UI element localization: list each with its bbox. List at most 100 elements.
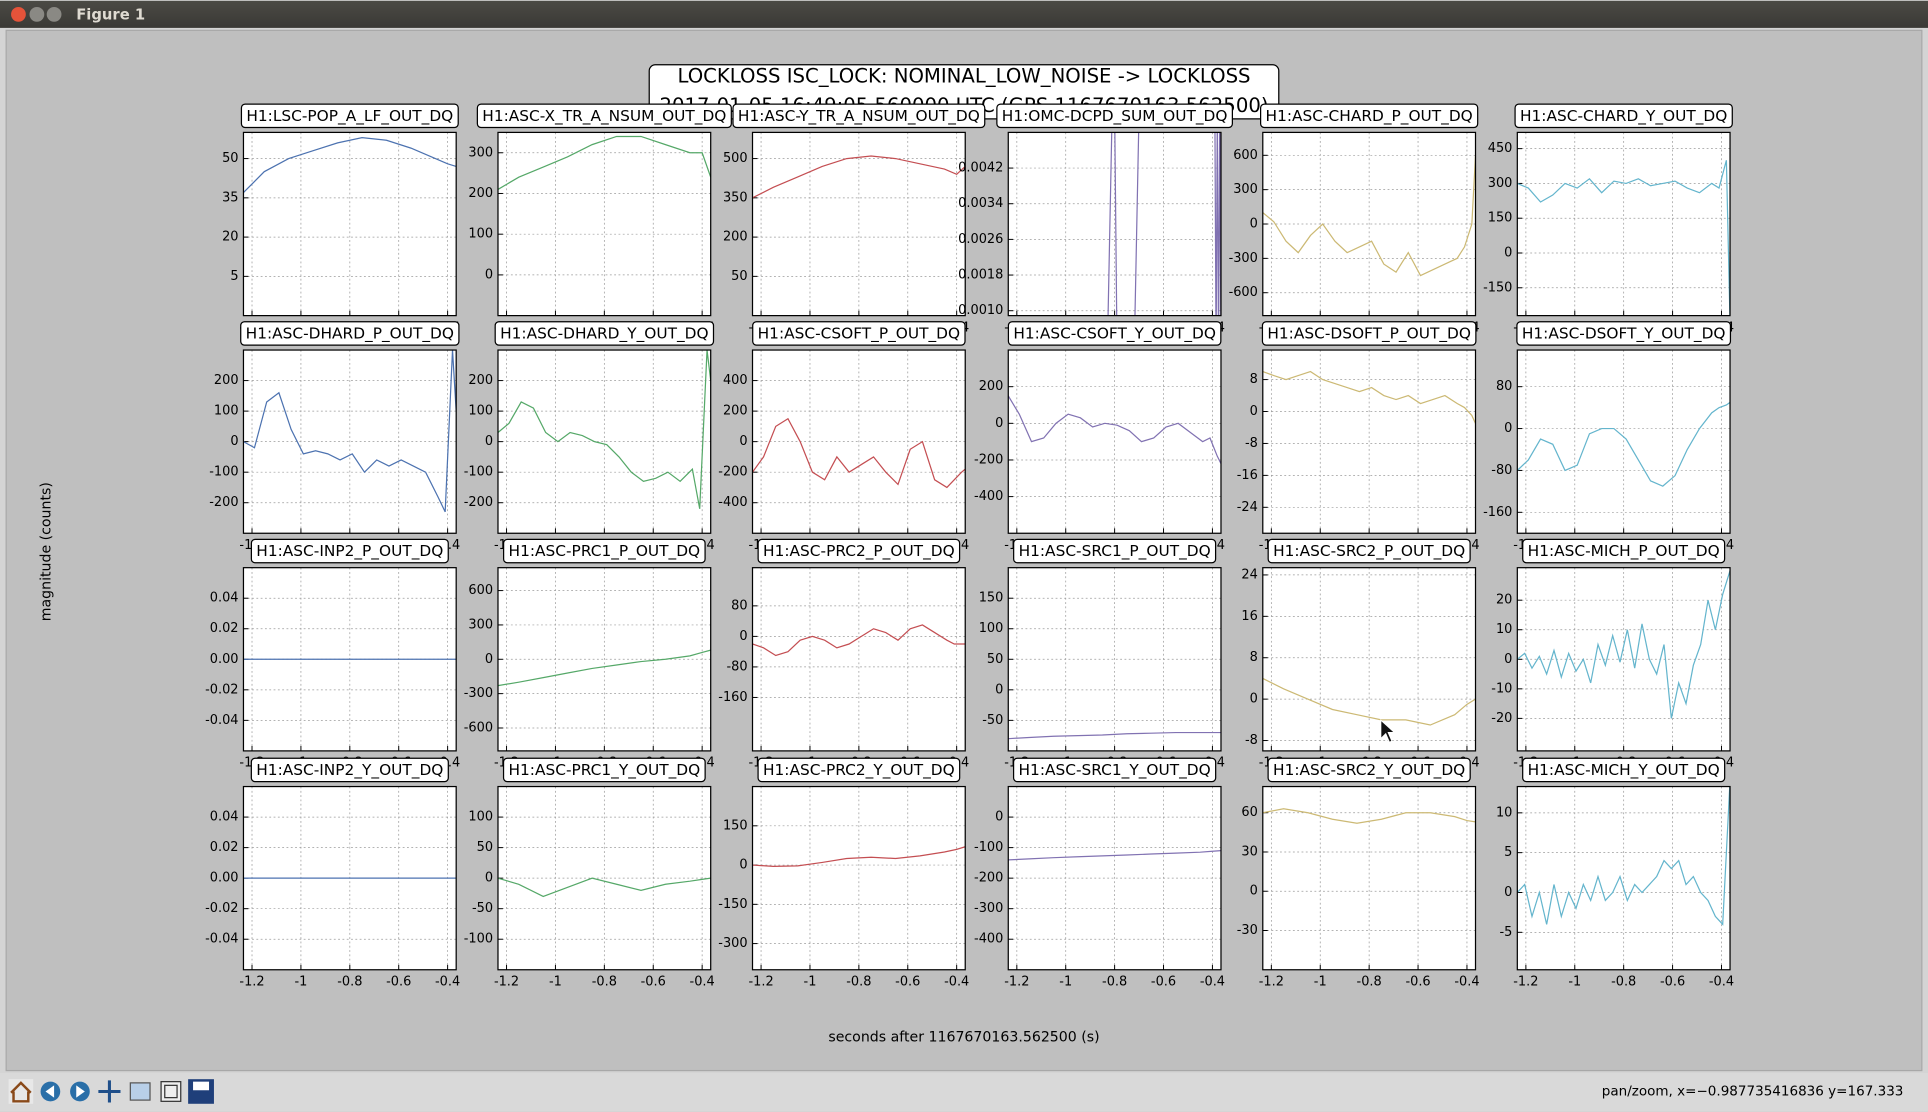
subplot: 5203550-1.2-1-0.8-0.6-0.4H1:LSC-POP_A_LF… [222, 103, 460, 335]
subplot-title-box [1260, 103, 1479, 129]
y-tick-label: 0 [739, 434, 747, 449]
data-line [1008, 731, 1221, 740]
y-tick-label: 0.04 [210, 591, 239, 606]
subplot-title: H1:ASC-SRC1_Y_OUT_DQ [1019, 761, 1211, 780]
y-tick-label: 200 [979, 379, 1004, 394]
data-line [1262, 370, 1476, 424]
axes-frame [1007, 349, 1222, 534]
x-tick-label: -0.8 [846, 975, 871, 990]
subplot: -8081624-1.2-1-0.8-0.6-0.4H1:ASC-SRC2_P_… [1241, 538, 1480, 771]
subplot-title: H1:ASC-SRC2_P_OUT_DQ [1273, 542, 1465, 561]
subplot-title-box [1013, 538, 1217, 564]
subplot-title-box [1012, 757, 1217, 783]
axes-frame [1516, 567, 1731, 752]
y-tick-label: 16 [1241, 609, 1257, 624]
subplot-title-box [502, 538, 706, 564]
y-tick-label: -160 [718, 690, 747, 705]
subplot-title: H1:ASC-CSOFT_Y_OUT_DQ [1013, 325, 1216, 344]
subplot-title: H1:ASC-DSOFT_Y_OUT_DQ [1522, 325, 1726, 344]
subplot-title-box [494, 321, 715, 346]
title-bar [0, 0, 1928, 28]
x-tick-label: -0.4 [1709, 975, 1734, 990]
y-tick-label: 200 [468, 373, 493, 388]
y-tick-label: 0 [1504, 885, 1512, 900]
x-tick-label: -1.2 [494, 975, 519, 990]
subplot: -600-3000300600-1.2-1-0.8-0.6-0.4H1:ASC-… [464, 538, 715, 771]
data-line [497, 350, 711, 509]
y-tick-label: -150 [718, 897, 747, 912]
y-tick-label: -80 [726, 659, 747, 674]
data-line [243, 137, 457, 194]
x-tick-label: -1 [294, 975, 307, 990]
zoom-button[interactable] [129, 1082, 151, 1101]
y-tick-label: 0.00 [210, 652, 239, 667]
axes-frame [1516, 785, 1731, 971]
minimize-button[interactable] [29, 6, 45, 22]
y-tick-label: -200 [464, 495, 493, 510]
subplot-title-box [732, 103, 986, 129]
y-tick-label: 0.04 [210, 810, 239, 825]
axes-frame [751, 131, 966, 317]
subplot-title: H1:ASC-CHARD_P_OUT_DQ [1266, 107, 1473, 126]
y-tick-label: 450 [1488, 141, 1513, 156]
x-tick-label: -0.4 [1454, 975, 1479, 990]
x-tick-label: -0.6 [1405, 975, 1430, 990]
axes-frame [1262, 785, 1477, 971]
subplot-title-box [250, 757, 449, 783]
subplot-title: H1:ASC-MICH_Y_OUT_DQ [1528, 761, 1720, 780]
y-tick-label: -600 [1229, 285, 1258, 300]
subplot: -400-2000200400-1.2-1-0.8-0.6-0.4H1:ASC-… [718, 321, 969, 553]
subplot-title: H1:ASC-CHARD_Y_OUT_DQ [1520, 107, 1727, 126]
subplot-title: H1:OMC-DCPD_SUM_OUT_DQ [1002, 107, 1228, 126]
x-tick-label: -0.6 [386, 975, 411, 990]
subplot: -200-1000100200-1.2-1-0.8-0.6-0.4H1:ASC-… [464, 321, 715, 553]
y-tick-label: -8 [1245, 733, 1258, 748]
close-button[interactable] [11, 6, 26, 22]
y-tick-label: 8 [1250, 650, 1258, 665]
y-tick-label: 300 [1488, 176, 1513, 191]
y-tick-label: -200 [974, 452, 1003, 467]
axes-frame [497, 567, 712, 752]
x-tick-label: -0.6 [895, 975, 920, 990]
y-tick-label: 10 [1496, 805, 1512, 820]
y-tick-label: 0 [1250, 692, 1258, 707]
subplot-title-box [476, 103, 732, 129]
x-tick-label: -0.4 [690, 975, 715, 990]
y-tick-label: 0 [485, 434, 493, 449]
maximize-button[interactable] [46, 6, 62, 22]
back-icon [45, 1085, 55, 1098]
toolbar [0, 1073, 1928, 1112]
y-tick-label: -0.02 [205, 901, 238, 916]
axes-frame [497, 131, 712, 317]
pan-button[interactable] [98, 1080, 121, 1103]
y-tick-label: -400 [718, 495, 747, 510]
y-tick-label: 200 [214, 373, 239, 388]
x-tick-label: -0.8 [1611, 975, 1636, 990]
subplots: 5203550-1.2-1-0.8-0.6-0.4H1:LSC-POP_A_LF… [205, 103, 1734, 990]
y-tick-label: -16 [1237, 468, 1258, 483]
y-tick-label: 0.0010 [958, 303, 1003, 318]
x-tick-label: -1.2 [1004, 975, 1029, 990]
y-tick-label: -200 [209, 495, 238, 510]
subplot-title-box [752, 321, 966, 346]
x-tick-label: -1 [804, 975, 817, 990]
y-tick-label: -100 [464, 465, 493, 480]
x-tick-label: -0.8 [1357, 975, 1382, 990]
x-tick-label: -0.6 [641, 975, 666, 990]
subplot: -300 -150 0 150 -1.2 -1 -0.8 -0.6 -0.4 H1:ASC-PRC… [718, 757, 969, 990]
y-tick-label: 350 [723, 190, 748, 205]
y-tick-label: 0.02 [210, 840, 239, 855]
y-tick-label: 0 [995, 416, 1003, 431]
figure-title: LOCKLOSS ISC_LOCK: NOMINAL_LOW_NOISE -> … [677, 65, 1250, 88]
data-line [1262, 808, 1476, 824]
subplots-button[interactable] [160, 1081, 182, 1102]
subplot: -400 -300 -200 -100 0 -1.2 -1 -0.8 -0.6 -0.4 H1:AS… [974, 757, 1225, 990]
subplot: -600-3000300600-1.2-1-0.8-0.6-0.4H1:ASC-… [1229, 103, 1480, 335]
y-tick-label: -300 [1229, 251, 1258, 266]
data-line [1262, 677, 1476, 726]
x-tick-label: -1 [1568, 975, 1581, 990]
y-tick-label: 0.0034 [958, 196, 1003, 211]
y-tick-label: -300 [718, 936, 747, 951]
axes-frame [1007, 567, 1222, 752]
